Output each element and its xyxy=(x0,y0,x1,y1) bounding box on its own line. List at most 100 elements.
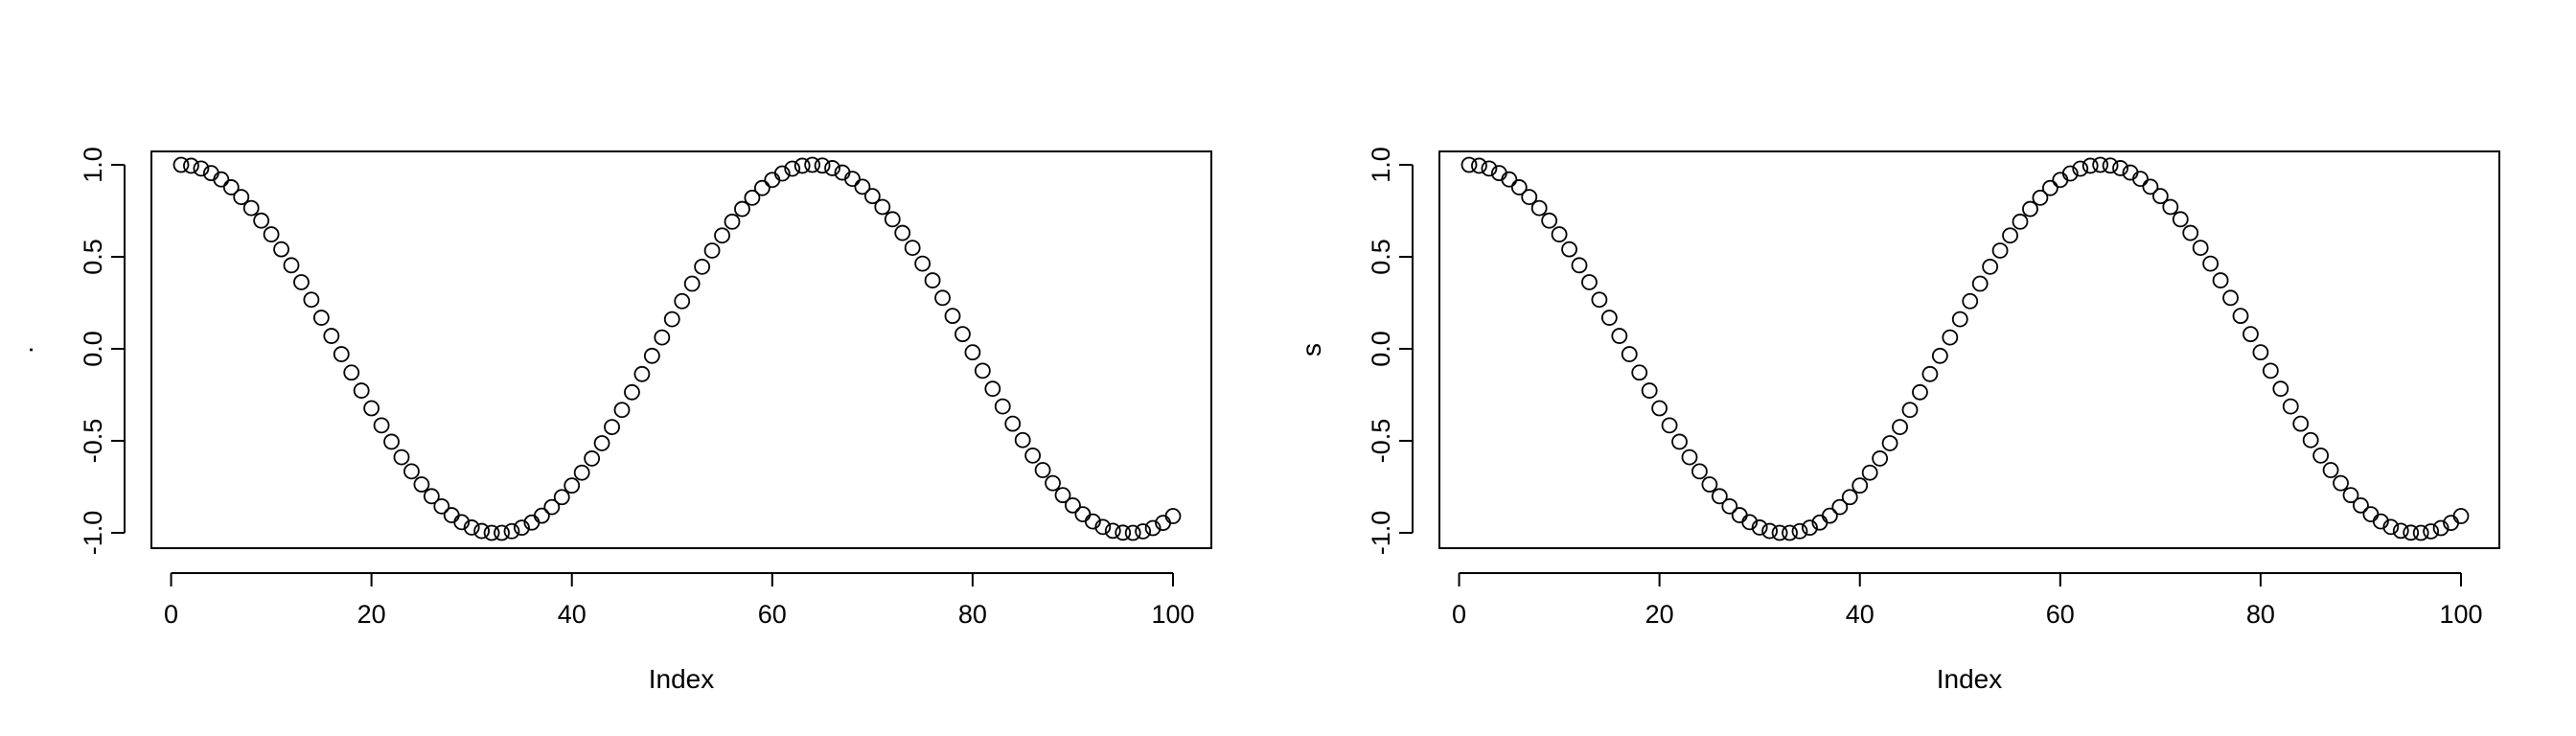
right-data-point xyxy=(2092,156,2109,173)
left-data-point xyxy=(533,507,550,524)
left-data-point xyxy=(624,383,640,401)
right-data-point xyxy=(2182,224,2199,242)
right-data-point xyxy=(1951,310,1968,328)
left-data-point xyxy=(514,519,530,537)
right-data-point xyxy=(1561,241,1577,258)
right-data-point xyxy=(1942,329,1959,346)
left-x-tick-label: 80 xyxy=(958,600,987,629)
left-data-point xyxy=(964,344,981,361)
left-data-point xyxy=(584,450,601,467)
left-y-tick-label: 0.5 xyxy=(79,239,107,275)
right-data-point xyxy=(2002,227,2018,244)
right-data-point xyxy=(2403,524,2420,541)
right-data-point xyxy=(1841,489,1858,506)
left-data-point xyxy=(744,189,761,206)
left-data-point xyxy=(1104,522,1121,540)
left-data-point xyxy=(473,522,491,540)
left-data-point xyxy=(373,417,390,434)
left-y-tick-label: 0.0 xyxy=(79,331,107,367)
left-y-axis: -1.0 -0.5 0.0 0.5 1.0 xyxy=(79,147,126,555)
left-data-point xyxy=(433,497,450,515)
right-data-point xyxy=(2162,198,2179,216)
left-plot-box xyxy=(150,150,1212,549)
right-data-point xyxy=(1771,524,1788,541)
left-data-point xyxy=(944,308,961,325)
left-data-point xyxy=(463,519,480,536)
right-data-point xyxy=(1631,364,1648,381)
left-data-point xyxy=(804,156,821,173)
left-y-tick-label: 1.0 xyxy=(79,147,107,183)
right-data-point xyxy=(2282,398,2299,415)
left-data-point xyxy=(172,156,190,173)
left-data-point xyxy=(794,157,811,174)
right-data-point xyxy=(1791,522,1808,540)
right-data-point xyxy=(1501,171,1518,188)
right-data-point xyxy=(1600,310,1618,326)
right-data-point xyxy=(1721,497,1738,515)
right-x-tick-label: 20 xyxy=(1645,600,1674,629)
left-data-point xyxy=(1014,431,1031,448)
left-data-point xyxy=(753,179,770,196)
right-data-point xyxy=(1861,464,1878,481)
right-data-point xyxy=(2112,160,2128,176)
left-data-point xyxy=(293,274,310,290)
left-data-point xyxy=(683,275,701,292)
left-data-point xyxy=(403,463,420,480)
right-data-point xyxy=(1931,347,1948,364)
left-y-axis-label: . xyxy=(9,346,38,354)
right-data-point xyxy=(2041,179,2058,196)
left-data-point xyxy=(974,362,991,380)
left-data-point xyxy=(413,476,430,493)
right-data-point xyxy=(1711,488,1728,505)
left-data-point xyxy=(654,329,671,346)
left-data-point xyxy=(242,199,260,217)
right-data-point xyxy=(1731,507,1748,523)
right-data-point xyxy=(2342,487,2359,504)
right-data-point xyxy=(2252,344,2269,361)
right-data-point xyxy=(1671,433,1688,450)
left-data-point xyxy=(694,258,711,275)
right-plot-box xyxy=(1438,150,2500,549)
right-data-point xyxy=(2052,172,2069,189)
right-data-point xyxy=(1521,189,1538,206)
right-data-point xyxy=(1701,476,1718,493)
left-data-point xyxy=(854,178,871,196)
left-data-point xyxy=(1084,513,1101,530)
right-data-point xyxy=(2012,213,2029,230)
right-data-point xyxy=(2333,474,2349,492)
right-data-point xyxy=(2032,189,2049,206)
right-data-point xyxy=(2392,522,2409,540)
left-data-point xyxy=(764,172,781,189)
left-scatter-panel: 0 20 40 60 80 100 -1.0 -0.5 0.0 0.5 1.0 Index . xyxy=(9,147,1212,694)
left-data-point xyxy=(874,198,891,216)
left-data-point xyxy=(283,257,300,274)
right-data-point xyxy=(1982,258,1999,275)
left-data-point xyxy=(423,488,440,505)
left-data-point xyxy=(333,346,350,362)
right-data-point xyxy=(2322,462,2339,478)
left-data-point xyxy=(253,212,270,229)
left-data-point xyxy=(1045,474,1061,492)
right-x-tick-label: 100 xyxy=(2439,600,2482,629)
right-y-tick-label: -0.5 xyxy=(1367,419,1395,464)
left-data-point xyxy=(1135,523,1152,540)
right-data-point xyxy=(1962,292,1979,310)
right-data-point xyxy=(1901,402,1919,419)
left-data-point xyxy=(914,255,932,272)
right-data-point xyxy=(1971,275,1989,292)
right-data-point xyxy=(2022,200,2038,218)
right-x-tick-label: 60 xyxy=(2046,600,2075,629)
right-data-point xyxy=(2151,188,2169,205)
left-data-point xyxy=(924,272,941,288)
right-data-point xyxy=(2082,157,2099,174)
left-data-point xyxy=(663,310,680,328)
right-data-point xyxy=(1751,519,1768,536)
left-data-point xyxy=(994,398,1011,415)
left-data-point xyxy=(483,524,500,541)
left-data-point xyxy=(323,328,340,344)
right-data-point xyxy=(2432,519,2450,537)
right-data-point xyxy=(1852,477,1869,494)
right-data-point xyxy=(2312,447,2330,464)
left-x-axis-label: Index xyxy=(649,664,715,694)
